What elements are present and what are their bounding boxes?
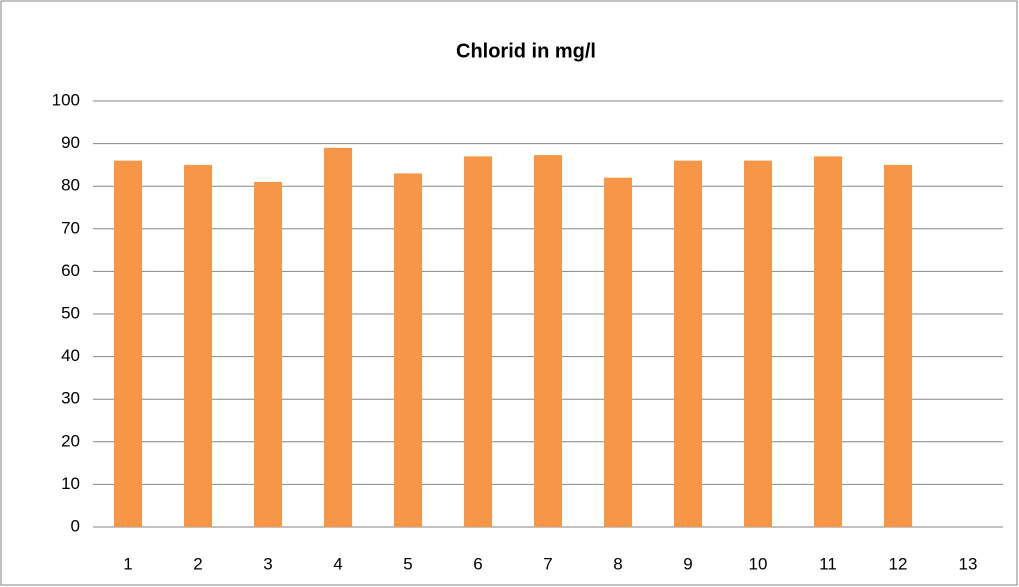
y-tick-label: 30 [61,389,80,408]
bar [394,173,422,528]
x-tick-label: 7 [543,554,552,573]
bar [604,177,632,527]
y-tick-label: 90 [61,133,80,152]
y-tick-label: 0 [71,516,80,535]
x-tick-label: 3 [263,554,272,573]
y-tick-label: 70 [61,218,80,237]
bar [814,156,842,527]
x-tick-label: 11 [819,554,837,573]
y-tick-label: 60 [61,261,80,280]
x-tick-label: 4 [333,554,342,573]
y-tick-label: 80 [61,176,80,195]
bar [324,147,352,528]
bar [744,160,772,527]
bar [534,155,562,528]
x-tick-label: 2 [193,554,202,573]
x-tick-label: 13 [959,554,978,573]
bar [114,160,142,527]
bar [184,164,212,527]
bar [674,160,702,527]
y-tick-label: 50 [61,303,80,322]
x-tick-label: 6 [473,554,482,573]
x-tick-label: 5 [403,554,412,573]
y-tick-label: 40 [61,346,80,365]
x-tick-label: 8 [613,554,622,573]
chart-title: Chlorid in mg/l [456,40,596,62]
y-tick-label: 10 [61,474,80,493]
bar [884,164,912,527]
bar [464,156,492,527]
bar [254,181,282,527]
y-tick-label: 20 [61,431,80,450]
x-tick-label: 12 [889,554,908,573]
x-tick-label: 9 [683,554,692,573]
x-tick-label: 10 [749,554,768,573]
x-tick-label: 1 [123,554,132,573]
y-tick-label: 100 [52,90,80,109]
